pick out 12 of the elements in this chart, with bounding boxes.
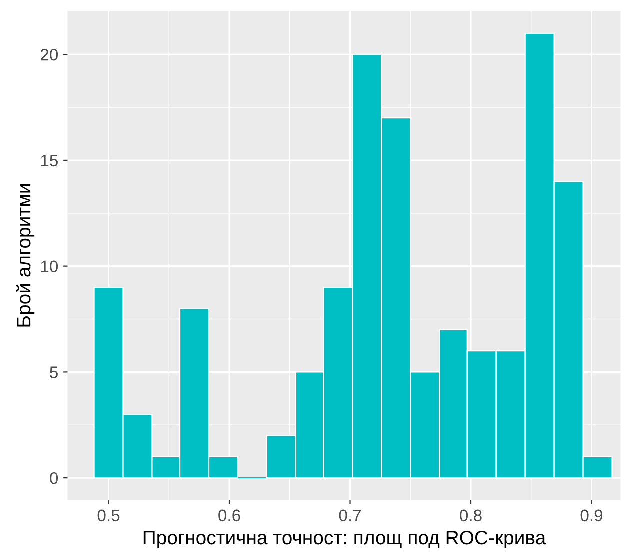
x-axis-title: Прогностична точност: площ под ROC-крива (144, 530, 546, 549)
y-tick-label: 20 (40, 48, 58, 61)
y-tick-label: 0 (50, 472, 58, 484)
y-axis-title: Брой алгоритми (16, 184, 35, 327)
y-tick-label: 5 (50, 366, 58, 378)
x-tick-label: 0.8 (460, 510, 482, 522)
y-tick-label: 10 (41, 260, 58, 273)
x-tick-label: 0.9 (580, 510, 603, 522)
y-tick-label: 15 (41, 155, 58, 167)
x-tick-label: 0.6 (218, 510, 240, 522)
x-tick-label: 0.7 (339, 510, 362, 522)
x-tick-label: 0.5 (98, 510, 120, 522)
